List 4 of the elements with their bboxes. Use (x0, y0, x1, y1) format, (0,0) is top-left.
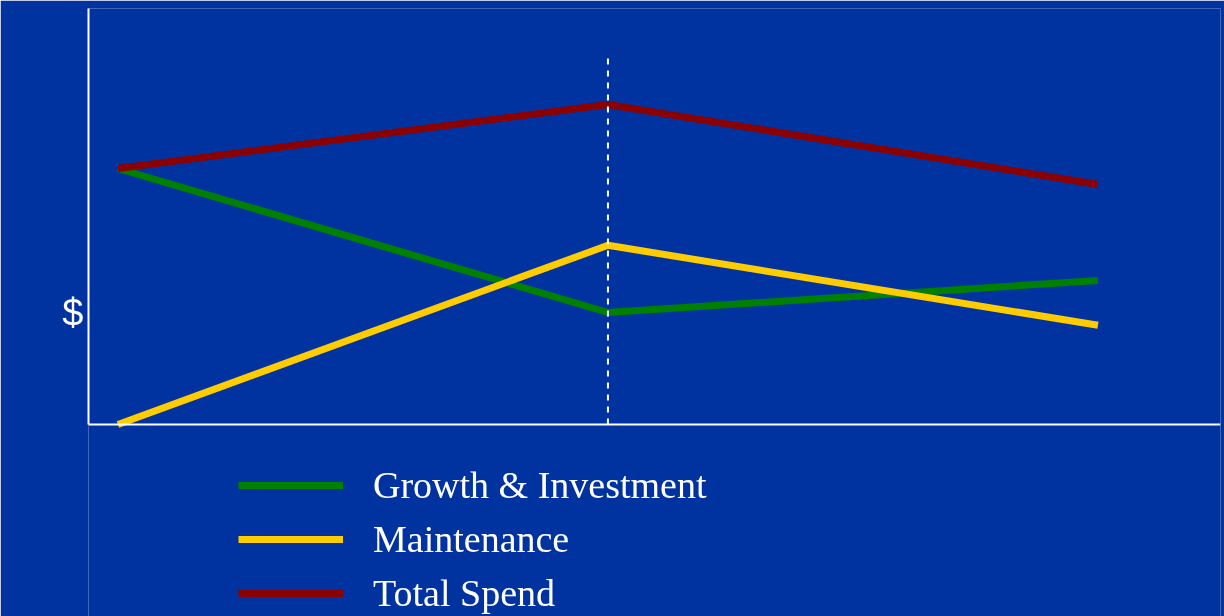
y-axis-title: $ (62, 291, 84, 334)
legend-label: Maintenance (373, 517, 570, 562)
legend-label: Growth & Investment (373, 463, 707, 508)
legend-label: Total Spend (373, 571, 556, 616)
